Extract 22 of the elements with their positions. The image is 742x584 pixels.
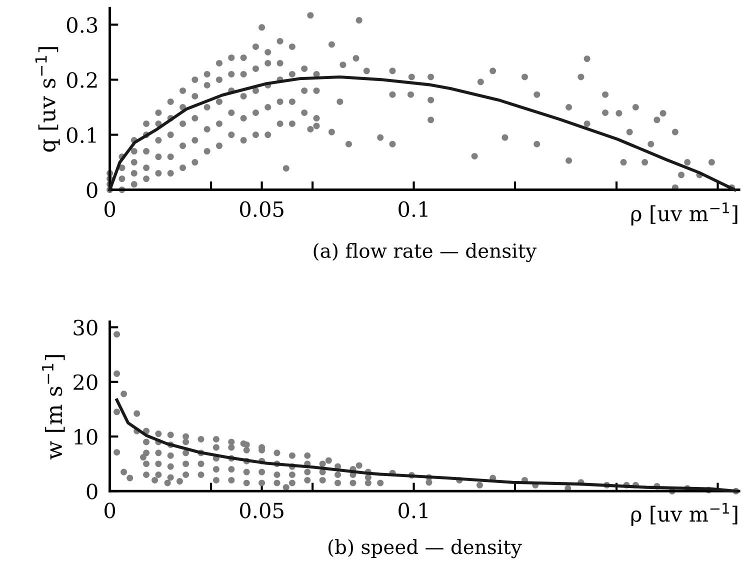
y-tick-label: 0.3 [66,17,98,33]
y-tick-label: 0.2 [66,72,97,88]
y-tick-label: 10 [74,428,98,445]
y-axis-title: w [m s$^{−1}$] [42,355,65,460]
x-tick-label: 0.05 [240,201,284,218]
y-tick-label: 30 [74,320,98,336]
y-tick-label: 20 [74,374,98,390]
y-axis-title: q [uv s$^{−1}$] [35,47,60,152]
text: (a) flow rate — density [314,242,537,262]
x-tick-label: 0.1 [398,502,428,518]
line-series [108,75,736,192]
x-axis-title: ρ [uv m$^{−1}$] [631,503,738,526]
line-series [115,398,738,493]
x-tick-label: 0.1 [398,201,428,218]
x-tick-label: 0 [104,201,116,218]
x-tick-label: 0.05 [240,502,284,518]
x-axis-title: ρ [uv m$^{−1}$] [631,202,738,226]
y-tick-label: 0.1 [66,127,96,143]
y-tick-label: 0 [86,182,98,198]
x-tick-label: 0 [104,502,116,518]
y-tick-label: 0 [86,484,98,500]
text: (b) speed — density [328,539,522,558]
